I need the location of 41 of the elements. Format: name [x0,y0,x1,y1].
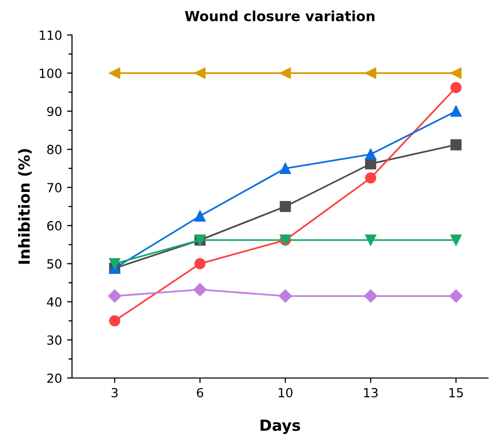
point [365,172,376,184]
point [278,289,292,303]
x-tick-label: 13 [364,388,378,398]
point [450,139,462,150]
x-tick-label: 15 [449,388,463,398]
y-tick-label: 80 [47,144,62,154]
point [450,106,462,117]
point [449,289,463,303]
point [280,162,291,174]
x-axis-title: Days [260,420,300,434]
y-tick-label: 30 [47,335,62,345]
point [109,315,120,326]
y-tick-label: 110 [40,30,62,40]
y-tick-label: 20 [47,373,62,383]
y-tick-label: 100 [40,68,62,78]
point [280,200,291,212]
point [365,68,376,79]
point [450,68,462,79]
x-tick-label: 6 [196,388,204,398]
point [365,148,376,160]
chart-title: Wound closure variation [184,10,374,22]
point [280,68,291,79]
point [109,258,120,270]
y-axis-title: Inhibition (%) [18,149,32,264]
y-tick-label: 40 [46,297,62,307]
point [450,234,462,246]
point [193,282,207,296]
x-tick-label: 10 [278,388,292,398]
point [450,82,462,94]
point [194,258,206,270]
x-tick-label: 3 [112,388,118,398]
point [194,210,206,222]
y-tick-label: 70 [47,182,62,192]
point [109,68,120,79]
y-tick-label: 50 [47,259,62,269]
point [365,234,376,246]
point [108,289,122,303]
y-tick-label: 60 [47,221,62,230]
y-tick-label: 90 [47,106,62,116]
point [364,289,378,303]
point [194,68,206,79]
